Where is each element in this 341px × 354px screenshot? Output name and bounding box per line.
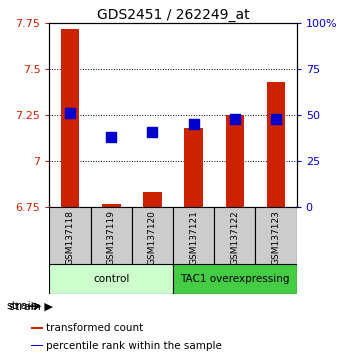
Text: strain ▶: strain ▶ xyxy=(9,301,53,311)
Text: GSM137120: GSM137120 xyxy=(148,210,157,265)
Bar xyxy=(214,207,255,264)
Bar xyxy=(49,207,91,264)
Bar xyxy=(173,264,297,294)
Point xyxy=(232,116,238,121)
Bar xyxy=(184,128,203,207)
Point xyxy=(273,116,279,121)
Text: GSM137122: GSM137122 xyxy=(231,210,239,265)
Bar xyxy=(132,207,173,264)
Bar xyxy=(226,115,244,207)
Point xyxy=(67,110,73,116)
Point xyxy=(108,134,114,140)
Title: GDS2451 / 262249_at: GDS2451 / 262249_at xyxy=(97,8,249,22)
Text: TAC1 overexpressing: TAC1 overexpressing xyxy=(180,274,290,284)
Text: control: control xyxy=(93,274,130,284)
Text: GSM137119: GSM137119 xyxy=(107,210,116,265)
Bar xyxy=(102,204,120,207)
Text: GSM137121: GSM137121 xyxy=(189,210,198,265)
Point xyxy=(150,129,155,135)
Bar xyxy=(143,192,162,207)
Bar xyxy=(31,345,43,346)
Bar xyxy=(31,327,43,329)
Bar xyxy=(61,29,79,207)
Text: percentile rank within the sample: percentile rank within the sample xyxy=(46,341,222,350)
Bar xyxy=(91,207,132,264)
Text: transformed count: transformed count xyxy=(46,323,143,333)
Point xyxy=(191,121,196,127)
Bar xyxy=(267,82,285,207)
Bar xyxy=(173,207,214,264)
Text: GSM137123: GSM137123 xyxy=(271,210,281,265)
Text: strain: strain xyxy=(7,301,39,311)
Bar xyxy=(49,264,173,294)
Text: GSM137118: GSM137118 xyxy=(65,210,75,265)
Bar xyxy=(255,207,297,264)
